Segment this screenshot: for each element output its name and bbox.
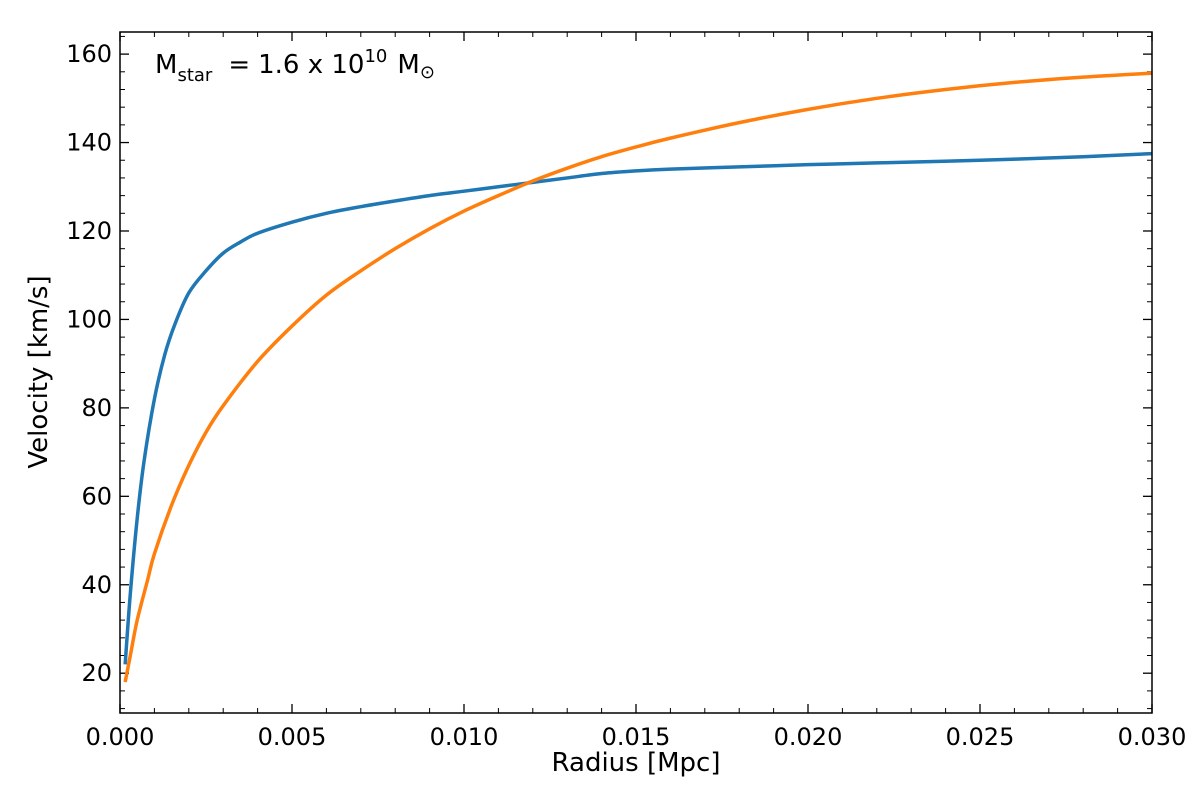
y-tick-label: 80 xyxy=(81,394,112,422)
y-tick-label: 140 xyxy=(66,129,112,157)
mass-value: 1.6 x 10 xyxy=(258,50,364,80)
x-tick-label: 0.015 xyxy=(602,723,671,751)
y-tick-label: 120 xyxy=(66,217,112,245)
series-layer xyxy=(123,71,1153,683)
series-blue-line xyxy=(123,151,1153,665)
mass-exponent: 10 xyxy=(364,46,387,67)
x-tick-labels: 0.000 0.005 0.010 0.015 0.020 0.025 0.030 xyxy=(86,723,1187,751)
x-tick-label: 0.030 xyxy=(1118,723,1187,751)
y-axis-title: Velocity [km/s] xyxy=(24,275,54,468)
x-tick-label: 0.010 xyxy=(430,723,499,751)
equals-sign: = xyxy=(228,50,250,80)
y-tick-label: 160 xyxy=(66,40,112,68)
solar-subscript: ⊙ xyxy=(420,62,435,83)
y-tick-label: 100 xyxy=(66,305,112,333)
x-tick-label: 0.005 xyxy=(258,723,327,751)
mass-subscript: star xyxy=(177,65,212,86)
mass-annotation: Mstar = 1.6 x 1010 M⊙ xyxy=(155,46,435,86)
y-tick-labels: 20 40 60 80 100 120 140 160 xyxy=(66,40,112,687)
plot-frame xyxy=(119,31,1153,714)
y-tick-label: 40 xyxy=(81,571,112,599)
minor-ticks xyxy=(120,32,1152,713)
x-tick-label: 0.000 xyxy=(86,723,155,751)
series-orange-line xyxy=(123,71,1153,683)
y-tick-label: 60 xyxy=(81,482,112,510)
y-tick-label: 20 xyxy=(81,659,112,687)
x-tick-label: 0.025 xyxy=(946,723,1015,751)
mass-symbol: M xyxy=(155,50,177,80)
x-axis-title: Radius [Mpc] xyxy=(552,748,721,778)
x-tick-label: 0.020 xyxy=(774,723,843,751)
mass-unit: M xyxy=(397,50,419,80)
